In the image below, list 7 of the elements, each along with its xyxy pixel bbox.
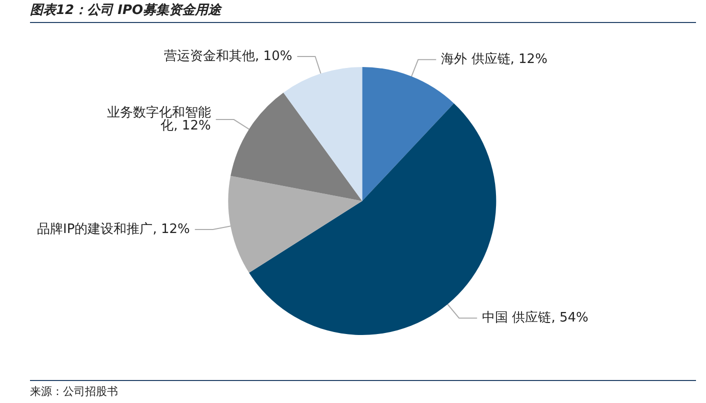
slice-label: 海外 供应链, 12% <box>441 51 548 68</box>
source-note: 来源：公司招股书 <box>30 380 696 399</box>
slice-label: 业务数字化和智能化, 12% <box>106 104 211 134</box>
slice-label: 中国 供应链, 54% <box>482 310 588 326</box>
chart-title: 图表12：公司 IPO募集资金用途 <box>30 0 696 23</box>
slice-label: 营运资金和其他, 10% <box>164 48 292 64</box>
slice-label: 品牌IP的建设和推广, 12% <box>37 222 190 237</box>
